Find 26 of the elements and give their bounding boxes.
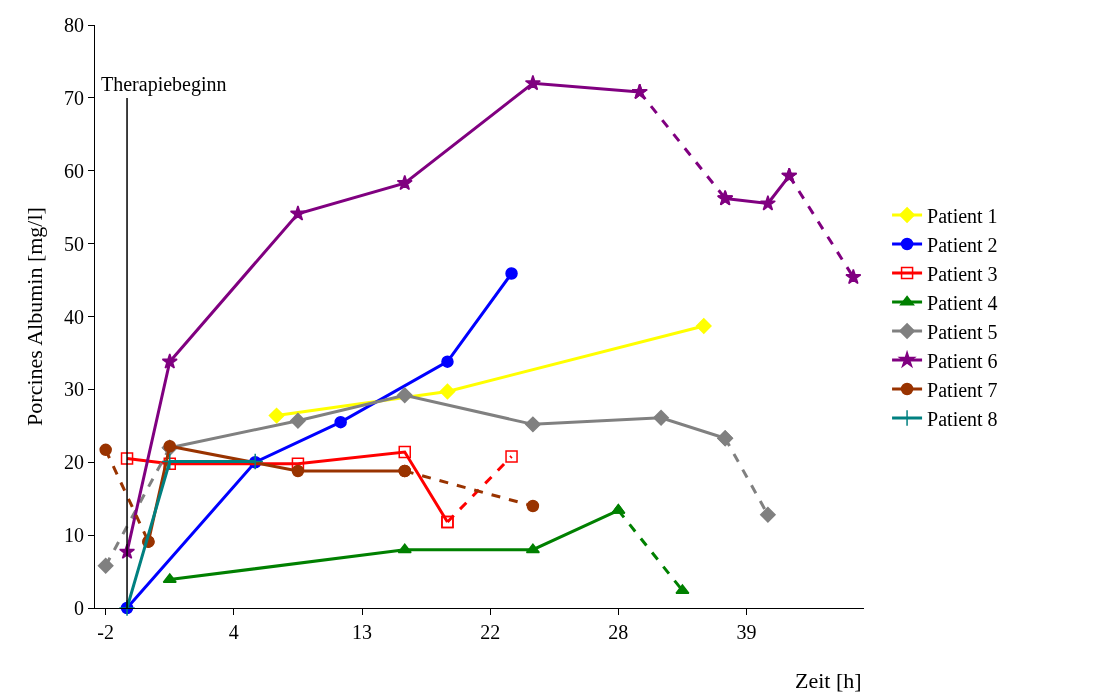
legend-label: Patient 8 [927,407,998,430]
y-tick-label: 30 [64,378,84,401]
x-tick-label: -2 [97,621,115,643]
y-tick-label: 10 [64,524,84,547]
y-tick-label: 0 [74,597,84,619]
y-tick-label: 60 [64,159,84,182]
legend-label: Patient 4 [927,291,998,314]
y-axis-title: Porcines Albumin [mg/l] [21,207,47,426]
y-tick-label: 80 [64,14,84,36]
legend-label: Patient 3 [927,262,998,285]
x-tick-label: 22 [480,621,501,643]
x-tick-label: 28 [608,621,629,643]
x-tick-label: 13 [352,621,373,643]
legend-label: Patient 2 [927,233,998,256]
x-tick-label: 4 [228,621,239,643]
x-axis-title: Zeit [h] [795,668,862,693]
x-tick-label: 39 [736,621,757,643]
y-tick-label: 20 [64,451,84,474]
legend-label: Patient 6 [927,349,998,372]
y-tick-label: 50 [64,232,84,255]
legend-label: Patient 1 [927,204,998,227]
legend-label: Patient 5 [927,320,998,343]
y-tick-label: 70 [64,86,84,109]
legend-label: Patient 7 [927,378,998,401]
annotation: Therapiebeginn [101,73,227,96]
y-tick-label: 40 [64,305,84,328]
